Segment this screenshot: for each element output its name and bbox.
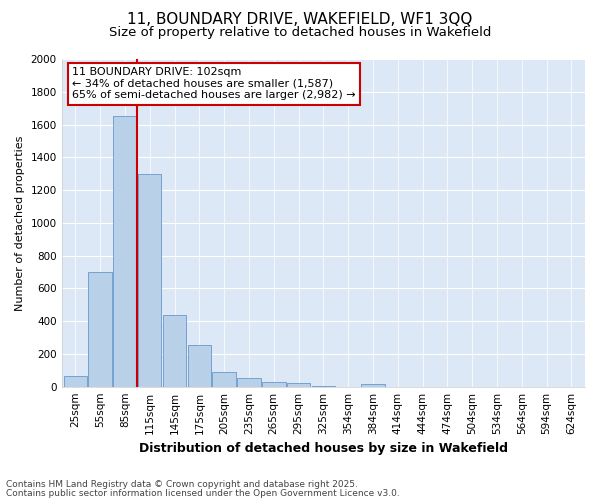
Bar bbox=[163, 314, 186, 386]
Text: 11 BOUNDARY DRIVE: 102sqm
← 34% of detached houses are smaller (1,587)
65% of se: 11 BOUNDARY DRIVE: 102sqm ← 34% of detac… bbox=[72, 67, 356, 100]
Bar bbox=[88, 272, 112, 386]
X-axis label: Distribution of detached houses by size in Wakefield: Distribution of detached houses by size … bbox=[139, 442, 508, 455]
Text: Size of property relative to detached houses in Wakefield: Size of property relative to detached ho… bbox=[109, 26, 491, 39]
Bar bbox=[237, 378, 261, 386]
Bar bbox=[361, 384, 385, 386]
Text: Contains public sector information licensed under the Open Government Licence v3: Contains public sector information licen… bbox=[6, 489, 400, 498]
Bar bbox=[138, 174, 161, 386]
Bar bbox=[64, 376, 87, 386]
Bar bbox=[113, 116, 137, 386]
Bar bbox=[262, 382, 286, 386]
Bar bbox=[188, 345, 211, 387]
Bar bbox=[287, 384, 310, 386]
Bar bbox=[212, 372, 236, 386]
Y-axis label: Number of detached properties: Number of detached properties bbox=[15, 135, 25, 310]
Text: Contains HM Land Registry data © Crown copyright and database right 2025.: Contains HM Land Registry data © Crown c… bbox=[6, 480, 358, 489]
Text: 11, BOUNDARY DRIVE, WAKEFIELD, WF1 3QQ: 11, BOUNDARY DRIVE, WAKEFIELD, WF1 3QQ bbox=[127, 12, 473, 28]
